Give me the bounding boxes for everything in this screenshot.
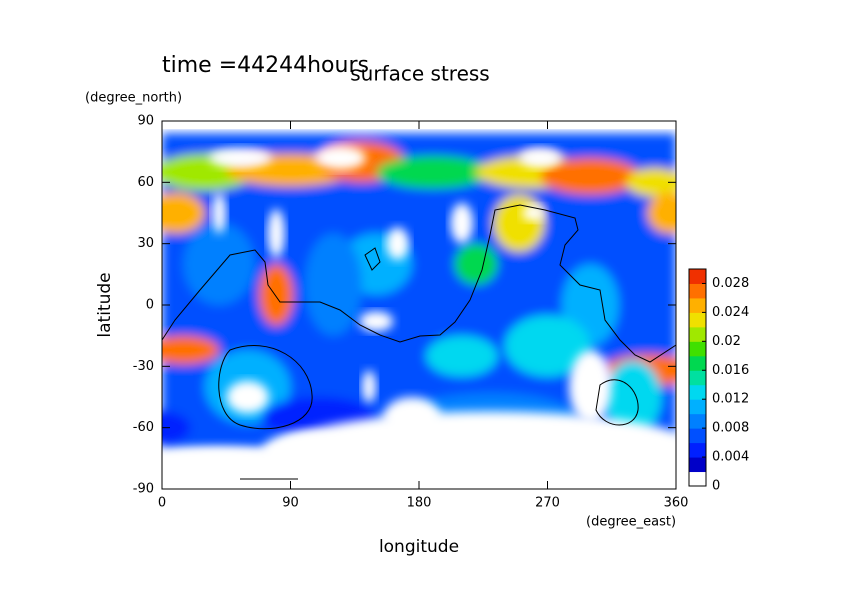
field-blob [183,223,255,305]
colorbar-tick-label: 0.024 [712,305,749,320]
field-blob [604,360,662,434]
field-hole [518,147,562,169]
field-blob [376,155,491,189]
y-tick-label: -60 [133,420,154,435]
time-label: time =44244hours [162,53,369,78]
y-tick-label: 90 [137,114,154,129]
field-hole [386,227,410,261]
field-blob [493,194,545,252]
y-tick-label: 0 [146,298,154,313]
colorbar-tick-label: 0.02 [712,334,741,349]
chart-title: surface stress [350,62,489,86]
y-tick-label: 30 [137,236,154,251]
field-blob [426,335,498,377]
colorbar-band [689,283,706,299]
field-blob [626,168,676,197]
y-tick-label: -30 [133,359,154,374]
field-hole [276,411,676,489]
field-blob [647,192,676,234]
colorbar-tick-label: 0.004 [712,450,749,465]
colorbar-band [689,413,706,429]
colorbar-tick-label: 0.012 [712,392,749,407]
coastlines [162,204,676,430]
contour-field [162,121,676,489]
colorbar-band [689,457,706,473]
colorbar-band [689,326,706,342]
field-blob [504,315,591,377]
colorbar-band [689,399,706,415]
field-hole [450,202,474,244]
x-tick-label: 90 [282,496,299,511]
field-hole [226,380,270,414]
field-blob [304,233,362,336]
field-hole [359,311,394,332]
colorbar-frame [688,268,707,487]
field-blob [540,157,641,195]
colorbar-band [689,269,706,284]
y-tick-label: -90 [133,482,154,497]
colorbar-band [689,355,706,371]
colorbar-tick-label: 0.008 [712,421,749,436]
x-tick-label: 270 [535,496,560,511]
field-hole [209,147,272,169]
x-tick-label: 180 [407,496,432,511]
colorbar-band [689,428,706,444]
field-hole [383,397,441,438]
colorbar-tick-label: 0 [712,479,720,494]
colorbar-band [689,442,706,458]
field-hole [568,349,612,424]
colorbar-band [689,312,706,328]
field-blob [162,411,191,445]
y-unit: (degree_north) [85,91,182,106]
x-tick-label: 360 [664,496,689,511]
colorbar-band [689,384,706,400]
field-hole [261,431,348,473]
x-tick-label: 0 [158,496,166,511]
colorbar-tick-label: 0.016 [712,363,749,378]
field-blob [162,192,205,234]
x-axis-label: longitude [379,537,459,557]
colorbar-band [689,370,706,386]
field-hole [314,145,367,171]
field-blob [454,243,498,285]
y-tick-label: 60 [137,175,154,190]
colorbar-band [689,297,706,313]
colorbar-band [689,471,706,487]
colorbar-tick-label: 0.028 [712,276,749,291]
field-blob [162,335,220,365]
field-hole [361,370,377,404]
field-blob [259,264,294,326]
field-hole [211,192,227,234]
field-hole [267,208,285,258]
y-axis-label: latitude [95,272,115,337]
colorbar-band [689,341,706,357]
x-unit: (degree_east) [586,515,676,530]
